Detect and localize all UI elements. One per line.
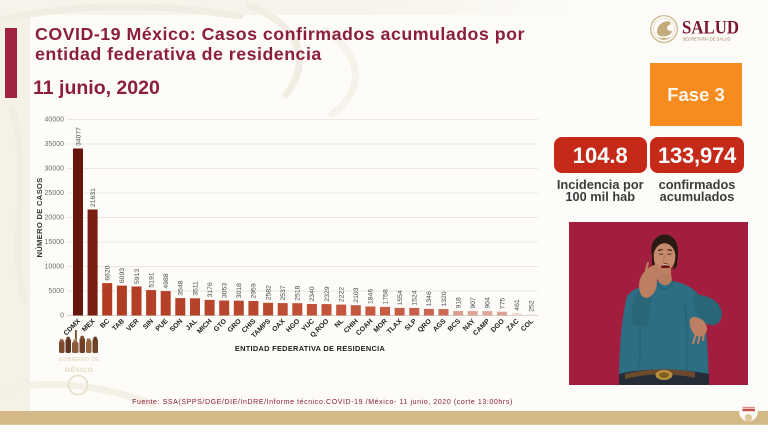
svg-text:NL: NL: [334, 318, 345, 329]
svg-text:1346: 1346: [426, 291, 433, 306]
svg-text:15000: 15000: [45, 239, 65, 246]
svg-text:3176: 3176: [207, 282, 214, 297]
svg-text:1320: 1320: [441, 291, 448, 306]
svg-text:35000: 35000: [45, 141, 65, 148]
svg-text:MÉXICO: MÉXICO: [65, 365, 94, 374]
svg-text:30000: 30000: [45, 166, 65, 173]
svg-text:1846: 1846: [368, 289, 375, 304]
svg-text:2340: 2340: [309, 286, 316, 301]
svg-text:ENTIDAD FEDERATIVA DE RESIDENC: ENTIDAD FEDERATIVA DE RESIDENCIA: [235, 344, 386, 353]
svg-text:2329: 2329: [324, 286, 331, 301]
svg-text:6620: 6620: [105, 265, 112, 280]
svg-text:GOBIERNO DE: GOBIERNO DE: [59, 357, 99, 363]
svg-text:2103: 2103: [353, 287, 360, 302]
svg-text:5913: 5913: [134, 269, 141, 284]
svg-text:2582: 2582: [265, 285, 272, 300]
svg-text:SALUD: SALUD: [682, 18, 739, 39]
svg-text:2222: 2222: [339, 287, 346, 302]
svg-text:1758: 1758: [382, 289, 389, 304]
svg-text:0: 0: [60, 313, 64, 320]
svg-text:25000: 25000: [45, 190, 65, 197]
svg-text:775: 775: [499, 298, 506, 310]
svg-text:3018: 3018: [236, 283, 243, 298]
svg-text:918: 918: [455, 297, 462, 309]
svg-text:2959: 2959: [251, 283, 258, 298]
svg-text:5191: 5191: [148, 272, 155, 287]
svg-text:3511: 3511: [192, 281, 199, 296]
svg-text:5000: 5000: [48, 288, 64, 295]
svg-text:2537: 2537: [280, 285, 287, 300]
svg-text:4988: 4988: [163, 273, 170, 288]
svg-text:907: 907: [470, 297, 477, 309]
svg-text:1554: 1554: [397, 290, 404, 305]
svg-text:21631: 21631: [90, 188, 97, 207]
svg-text:461: 461: [514, 299, 521, 311]
svg-text:34077: 34077: [75, 127, 82, 146]
svg-text:3053: 3053: [222, 283, 229, 298]
svg-text:904: 904: [485, 297, 492, 309]
svg-text:NÚMERO DE CASOS: NÚMERO DE CASOS: [35, 177, 44, 257]
svg-text:3548: 3548: [178, 280, 185, 295]
svg-text:1524: 1524: [412, 290, 419, 305]
svg-text:SECRETARÍA DE SALUD: SECRETARÍA DE SALUD: [683, 35, 732, 41]
svg-text:10000: 10000: [45, 264, 65, 271]
svg-text:40000: 40000: [45, 117, 65, 124]
svg-text:20000: 20000: [45, 215, 65, 222]
svg-text:6093: 6093: [119, 268, 126, 283]
svg-text:252: 252: [529, 300, 536, 312]
svg-text:2518: 2518: [295, 285, 302, 300]
